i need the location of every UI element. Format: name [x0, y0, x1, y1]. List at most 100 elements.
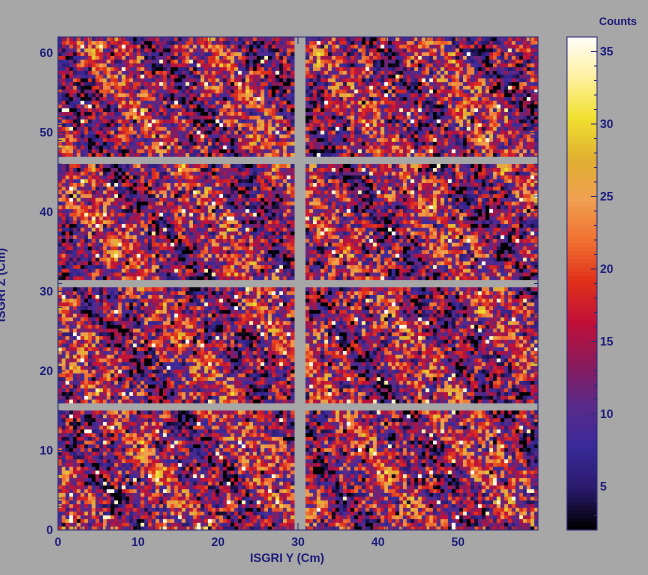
- heatmap-cell: [136, 429, 141, 434]
- heatmap-cell: [129, 485, 134, 490]
- heatmap-cell: [193, 414, 198, 419]
- heatmap-cell: [350, 414, 355, 419]
- heatmap-cell: [474, 425, 479, 430]
- heatmap-cell: [373, 444, 378, 449]
- heatmap-cell: [346, 421, 351, 426]
- heatmap-cell: [395, 399, 400, 404]
- heatmap-cell: [358, 496, 363, 501]
- heatmap-cell: [76, 432, 81, 437]
- heatmap-cell: [504, 429, 509, 434]
- heatmap-cell: [211, 515, 216, 520]
- heatmap-cell: [373, 391, 378, 396]
- heatmap-cell: [421, 380, 426, 385]
- heatmap-cell: [159, 470, 164, 475]
- heatmap-cell: [84, 500, 89, 505]
- heatmap-cell: [211, 388, 216, 393]
- heatmap-cell: [369, 511, 374, 516]
- heatmap-cell: [114, 395, 119, 400]
- heatmap-cell: [61, 496, 66, 501]
- heatmap-cell: [178, 432, 183, 437]
- heatmap-cell: [470, 447, 475, 452]
- heatmap-cell: [504, 459, 509, 464]
- heatmap-cell: [271, 485, 276, 490]
- heatmap-cell: [530, 473, 535, 479]
- heatmap-cell: [69, 481, 74, 486]
- heatmap-cell: [406, 440, 411, 445]
- heatmap-cell: [275, 447, 280, 452]
- heatmap-cell: [346, 485, 351, 490]
- heatmap-cell: [399, 376, 404, 381]
- heatmap-cell: [230, 440, 235, 445]
- heatmap-cell: [144, 376, 149, 381]
- heatmap-cell: [493, 376, 498, 381]
- heatmap-cell: [463, 473, 468, 479]
- heatmap-cell: [133, 511, 138, 516]
- heatmap-cell: [444, 451, 449, 456]
- heatmap-cell: [316, 500, 321, 505]
- heatmap-cell: [196, 425, 201, 430]
- heatmap-cell: [61, 511, 66, 516]
- heatmap-cell: [290, 425, 295, 430]
- heatmap-cell: [305, 395, 310, 400]
- heatmap-cell: [388, 477, 393, 482]
- heatmap-cell: [309, 432, 314, 437]
- heatmap-cell: [391, 455, 396, 460]
- heatmap-cell: [181, 492, 186, 497]
- heatmap-cell: [313, 455, 318, 460]
- heatmap-cell: [474, 466, 479, 471]
- heatmap-cell: [260, 432, 265, 437]
- heatmap-cell: [114, 459, 119, 464]
- heatmap-cell: [200, 376, 205, 381]
- heatmap-cell: [84, 466, 89, 471]
- heatmap-cell: [208, 373, 213, 378]
- heatmap-cell: [189, 417, 194, 422]
- heatmap-cell: [121, 481, 126, 486]
- heatmap-cell: [129, 444, 134, 449]
- heatmap-cell: [418, 399, 423, 404]
- heatmap-cell: [451, 421, 456, 426]
- heatmap-cell: [365, 500, 370, 505]
- heatmap-cell: [444, 496, 449, 501]
- heatmap-cell: [395, 518, 400, 523]
- heatmap-cell: [133, 473, 138, 479]
- heatmap-cell: [455, 440, 460, 445]
- heatmap-cell: [358, 440, 363, 445]
- heatmap-cell: [200, 477, 205, 482]
- heatmap-cell: [519, 440, 524, 445]
- heatmap-cell: [155, 473, 160, 479]
- heatmap-cell: [493, 429, 498, 434]
- heatmap-cell: [489, 507, 494, 512]
- heatmap-cell: [433, 429, 438, 434]
- heatmap-cell: [421, 462, 426, 467]
- heatmap-cell: [519, 462, 524, 467]
- heatmap-cell: [350, 477, 355, 482]
- heatmap-cell: [418, 432, 423, 437]
- heatmap-cell: [103, 399, 108, 404]
- heatmap-cell: [444, 388, 449, 393]
- heatmap-cell: [95, 451, 100, 456]
- heatmap-cell: [373, 440, 378, 445]
- heatmap-cell: [279, 436, 284, 441]
- heatmap-cell: [305, 481, 310, 486]
- heatmap-cell: [133, 421, 138, 426]
- heatmap-cell: [275, 391, 280, 396]
- heatmap-cell: [181, 414, 186, 419]
- heatmap-cell: [223, 466, 228, 471]
- heatmap-cell: [76, 399, 81, 404]
- heatmap-cell: [493, 477, 498, 482]
- heatmap-cell: [136, 447, 141, 452]
- heatmap-cell: [313, 470, 318, 475]
- heatmap-cell: [451, 432, 456, 437]
- heatmap-cell: [485, 436, 490, 441]
- heatmap-cell: [95, 447, 100, 452]
- heatmap-cell: [234, 432, 239, 437]
- heatmap-cell: [200, 432, 205, 437]
- heatmap-cell: [121, 384, 126, 389]
- heatmap-cell: [95, 500, 100, 505]
- heatmap-cell: [388, 388, 393, 393]
- heatmap-cell: [230, 522, 235, 527]
- heatmap-cell: [316, 503, 321, 508]
- heatmap-cell: [99, 384, 104, 389]
- heatmap-cell: [178, 384, 183, 389]
- heatmap-cell: [365, 399, 370, 404]
